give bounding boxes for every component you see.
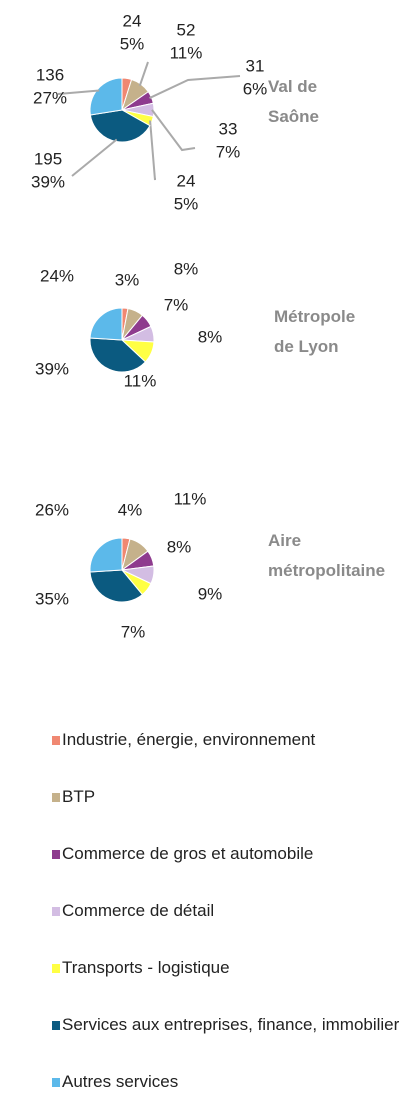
legend-swatch	[52, 793, 60, 802]
legend-label: Commerce de gros et automobile	[62, 844, 314, 863]
leader-line	[151, 109, 196, 152]
legend-swatch	[52, 850, 60, 859]
pie-slice	[89, 337, 147, 373]
data-label: 31	[246, 56, 265, 75]
data-label: 39%	[31, 172, 65, 191]
data-label: 136	[36, 65, 64, 84]
data-label: 52	[177, 20, 196, 39]
legend-label: Commerce de détail	[62, 901, 215, 920]
pie-title: Val de Saône	[268, 77, 320, 126]
legend-item: Commerce de détail	[52, 901, 412, 921]
legend-swatch	[52, 736, 60, 745]
pie-slice	[89, 109, 151, 143]
data-label: 7%	[164, 295, 189, 314]
legend-swatch	[52, 964, 60, 973]
legend-item: Transports - logistique	[52, 958, 412, 978]
data-label: 3%	[115, 270, 140, 289]
legend-label: Autres services	[62, 1072, 179, 1091]
pie-title: Aire métropolitaine	[268, 531, 386, 580]
data-label: 7%	[216, 142, 241, 161]
legend-label: Industrie, énergie, environnement	[62, 730, 316, 749]
data-label: 7%	[121, 622, 146, 641]
pie-slice	[89, 537, 123, 573]
data-label: 24	[177, 171, 196, 190]
data-label: 11%	[170, 43, 203, 62]
data-label: 8%	[174, 259, 199, 278]
data-label: 5%	[120, 34, 145, 53]
legend-label: Transports - logistique	[62, 958, 230, 977]
leader-line	[149, 75, 241, 99]
data-label: 5%	[174, 194, 199, 213]
leader-line	[138, 61, 149, 87]
leader-line	[57, 89, 100, 95]
data-label: 9%	[198, 584, 223, 603]
legend-item: Services aux entreprises, finance, immob…	[52, 1015, 412, 1035]
leader-line	[149, 120, 156, 181]
data-label: 8%	[198, 327, 223, 346]
legend-item: Commerce de gros et automobile	[52, 844, 412, 864]
legend-item: Industrie, énergie, environnement	[52, 730, 412, 750]
data-label: 8%	[167, 537, 192, 556]
legend-item: BTP	[52, 787, 412, 807]
pie-slice	[89, 77, 123, 116]
legend-swatch	[52, 1021, 60, 1030]
legend-item: Autres services	[52, 1072, 412, 1092]
data-label: 39%	[35, 359, 69, 378]
pie-slice	[89, 569, 144, 603]
data-label: 24	[123, 11, 142, 30]
leader-line	[71, 138, 118, 177]
data-label: 27%	[33, 88, 67, 107]
data-label: 24%	[40, 266, 74, 285]
data-label: 6%	[243, 79, 268, 98]
pie-title: Métropole de Lyon	[274, 307, 356, 356]
data-label: 33	[219, 119, 238, 138]
data-label: 35%	[35, 589, 69, 608]
data-label: 195	[34, 149, 62, 168]
pie-slice	[89, 307, 123, 341]
legend-swatch	[52, 907, 60, 916]
legend-label: Services aux entreprises, finance, immob…	[62, 1015, 400, 1034]
data-label: 26%	[35, 500, 69, 519]
legend-label: BTP	[62, 787, 96, 806]
data-label: 11%	[174, 489, 207, 508]
data-label: 4%	[118, 500, 143, 519]
legend-swatch	[52, 1078, 60, 1087]
data-label: 11%	[124, 371, 157, 390]
